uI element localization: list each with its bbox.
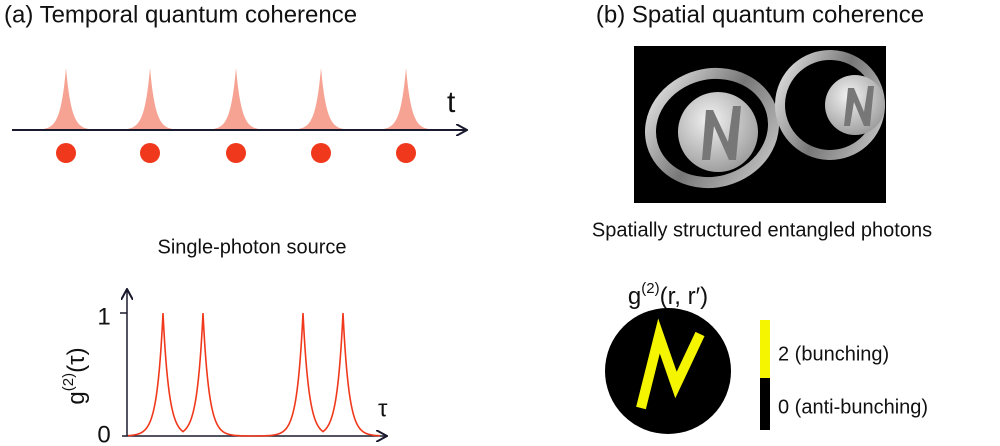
y-axis-label: g(2)(τ) [60,347,90,404]
pulse [40,68,92,130]
x-axis-label: τ [378,395,388,422]
photon [311,143,331,163]
pulse [380,68,432,130]
photon [396,143,416,163]
correlation-curve [128,313,380,436]
label-base: g [63,391,90,404]
pulse [295,68,347,130]
entangled-photons-image [634,41,894,203]
y-top-label: 1 [97,303,110,330]
pulse [210,68,262,130]
y-bottom-label: 0 [97,421,110,446]
colorbar-low [760,378,770,430]
label-argument: (r, r′) [660,283,708,310]
map-label: g(2)(r, r′) [628,280,708,310]
photon [226,143,246,163]
panel-a-title: (a) Temporal quantum coherence [4,1,357,28]
figure: (a) Temporal quantum coherence t Single-… [0,0,1000,446]
photon [140,143,160,163]
source-label: Single-photon source [157,236,346,258]
pulse [124,68,176,130]
photons [56,143,416,163]
colorbar-high [760,320,770,378]
colorbar-bottom-label: 0 (anti-bunching) [778,396,928,418]
label-argument: (τ) [63,347,90,372]
label-superscript: (2) [60,373,77,391]
photon [56,143,76,163]
time-label: t [447,86,456,119]
label-base: g [628,283,641,310]
label-superscript: (2) [641,280,659,297]
photon-pulses [40,68,432,130]
image-caption: Spatially structured entangled photons [592,219,932,241]
disc [825,75,885,135]
panel-b-title: (b) Spatial quantum coherence [596,1,924,28]
colorbar-top-label: 2 (bunching) [778,343,889,365]
